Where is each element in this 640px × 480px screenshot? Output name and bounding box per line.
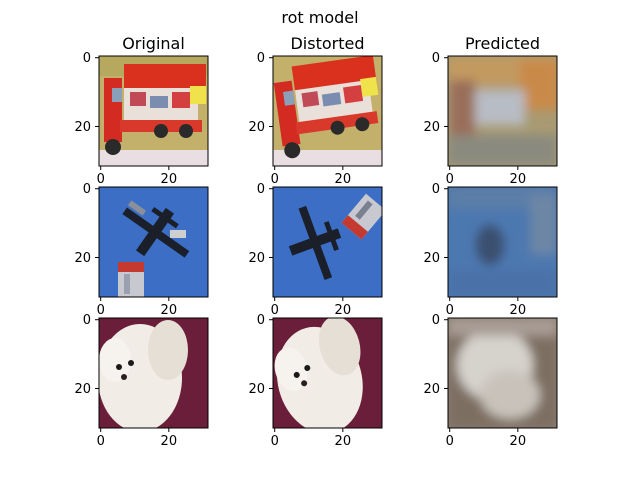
- y-tick-label: 0: [432, 51, 440, 66]
- panel-original-puppy: [99, 318, 208, 428]
- x-tick-label: 20: [510, 434, 527, 449]
- y-tick-label: 20: [423, 251, 440, 266]
- panel-original-truck: [99, 56, 208, 166]
- y-tick-label: 20: [74, 251, 91, 266]
- x-tick-label: 20: [161, 434, 178, 449]
- y-tick-label: 20: [74, 382, 91, 397]
- axes-distorted-row-2: 0 20 0 20: [248, 182, 383, 318]
- axes-frame: [447, 55, 558, 167]
- axes-distorted-row-1: 0 20 0 20: [248, 51, 383, 187]
- y-tick-label: 20: [248, 382, 265, 397]
- panel-distorted-truck: [273, 56, 382, 166]
- x-tick-label: 0: [446, 434, 454, 449]
- figure-title: rot model: [281, 8, 358, 27]
- panel-distorted-airplane: [273, 187, 382, 297]
- x-tick-label: 20: [161, 172, 178, 187]
- x-tick-label: 0: [271, 172, 279, 187]
- column-title-original: Original: [122, 34, 185, 53]
- axes-frame: [98, 186, 209, 298]
- y-tick-label: 20: [248, 120, 265, 135]
- x-tick-label: 20: [335, 303, 352, 318]
- axes-frame: [98, 317, 209, 429]
- y-tick-label: 20: [248, 251, 265, 266]
- x-tick-label: 20: [510, 303, 527, 318]
- y-tick-label: 0: [432, 182, 440, 197]
- y-tick-label: 0: [257, 182, 265, 197]
- axes-original-row-1: 0 20 0 20: [74, 51, 209, 187]
- column-title-distorted: Distorted: [290, 34, 364, 53]
- x-tick-label: 20: [335, 434, 352, 449]
- y-tick-label: 0: [432, 313, 440, 328]
- axes-predicted-row-1: 0 20 0 20: [423, 51, 558, 187]
- axes-frame: [272, 317, 383, 429]
- x-tick-label: 0: [446, 303, 454, 318]
- x-tick-label: 20: [510, 172, 527, 187]
- y-tick-label: 0: [83, 182, 91, 197]
- x-tick-label: 0: [97, 303, 105, 318]
- x-tick-label: 0: [97, 434, 105, 449]
- x-tick-label: 0: [97, 172, 105, 187]
- axes-predicted-row-3: 0 20 0 20: [423, 313, 558, 449]
- column-title-predicted: Predicted: [465, 34, 540, 53]
- x-tick-label: 0: [446, 172, 454, 187]
- axes-original-row-2: 0 20 0 20: [74, 182, 209, 318]
- axes-frame: [447, 186, 558, 298]
- y-tick-label: 0: [83, 313, 91, 328]
- axes-predicted-row-2: 0 20 0 20: [423, 182, 558, 318]
- panel-predicted-airplane: [448, 187, 557, 297]
- x-tick-label: 20: [161, 303, 178, 318]
- axes-frame: [98, 55, 209, 167]
- y-tick-label: 20: [423, 120, 440, 135]
- y-tick-label: 0: [257, 313, 265, 328]
- axes-original-row-3: 0 20 0 20: [74, 313, 209, 449]
- y-tick-label: 20: [74, 120, 91, 135]
- panel-predicted-puppy: [448, 318, 557, 428]
- panel-distorted-puppy: [273, 318, 382, 428]
- x-tick-label: 20: [335, 172, 352, 187]
- axes-frame: [272, 55, 383, 167]
- panel-predicted-truck: [448, 56, 557, 166]
- x-tick-label: 0: [271, 434, 279, 449]
- axes-frame: [272, 186, 383, 298]
- axes-distorted-row-3: 0 20 0 20: [248, 313, 383, 449]
- y-tick-label: 0: [83, 51, 91, 66]
- y-tick-label: 0: [257, 51, 265, 66]
- y-tick-label: 20: [423, 382, 440, 397]
- panel-original-airplane: [99, 187, 208, 297]
- x-tick-label: 0: [271, 303, 279, 318]
- axes-frame: [447, 317, 558, 429]
